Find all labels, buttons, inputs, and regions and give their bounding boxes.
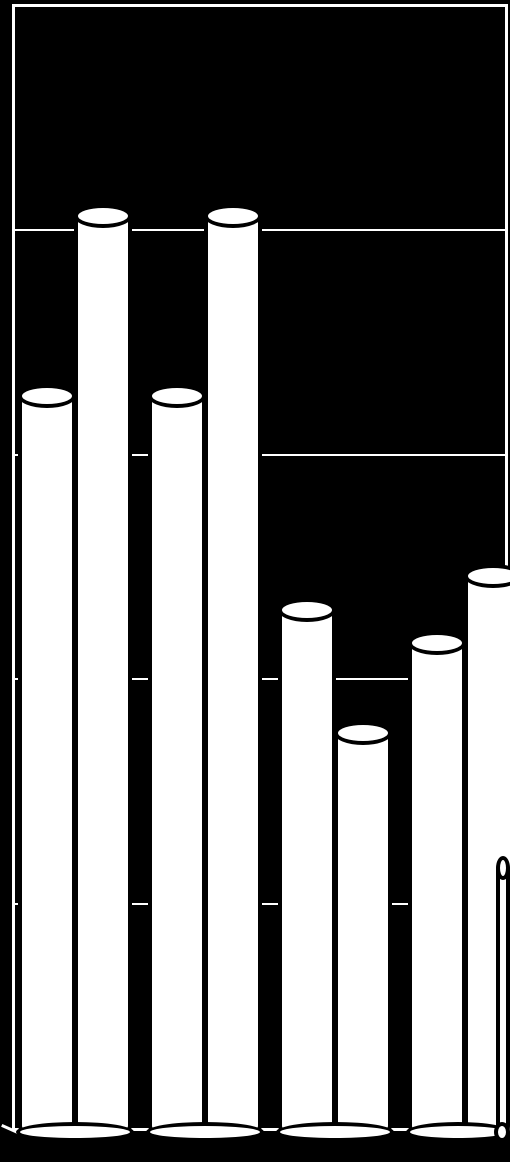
bar-base: [494, 1122, 510, 1142]
bar-base: [146, 1122, 264, 1142]
bar: [148, 386, 206, 1138]
bar: [334, 723, 392, 1138]
bar-base: [16, 1122, 134, 1142]
axis-line: [12, 4, 508, 7]
bar: [278, 600, 336, 1138]
bar: [496, 858, 510, 1138]
axis-line: [12, 4, 15, 1128]
bar-chart: [0, 0, 510, 1162]
bar-base: [276, 1122, 394, 1142]
bar: [204, 206, 262, 1138]
bar: [18, 386, 76, 1138]
bar: [74, 206, 132, 1138]
bar: [408, 633, 466, 1138]
